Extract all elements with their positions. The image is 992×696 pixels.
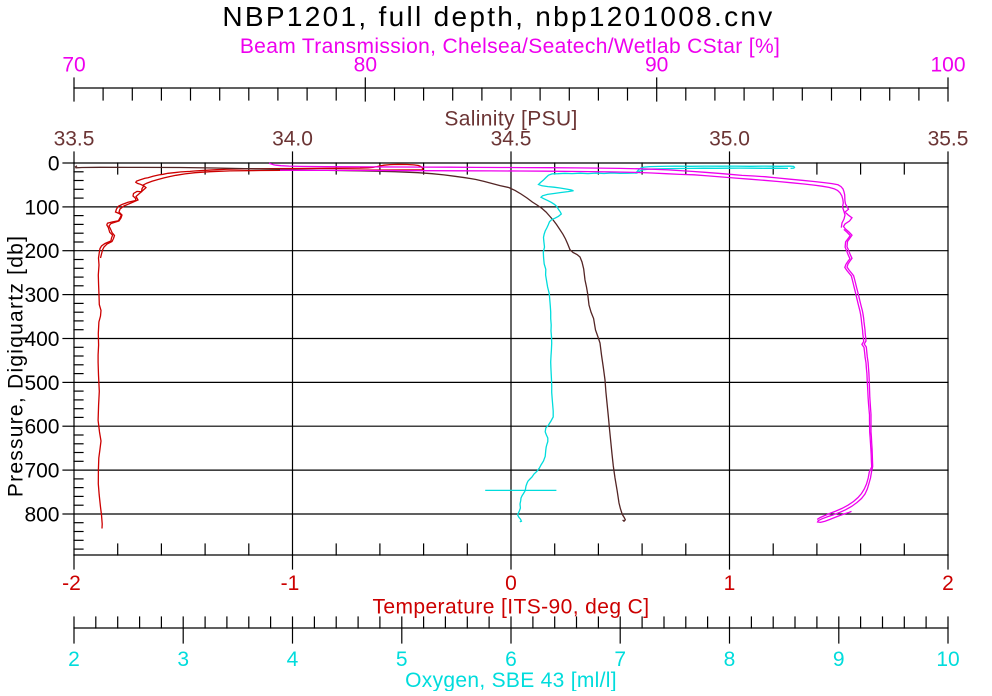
svg-text:5: 5	[396, 648, 408, 671]
svg-text:1: 1	[724, 572, 736, 595]
svg-text:35.0: 35.0	[709, 127, 750, 150]
svg-text:7: 7	[614, 648, 626, 671]
svg-text:2: 2	[68, 648, 80, 671]
svg-text:200: 200	[24, 240, 59, 263]
svg-text:34.0: 34.0	[272, 127, 313, 150]
svg-text:Temperature [ITS-90, deg C]: Temperature [ITS-90, deg C]	[373, 595, 650, 618]
svg-text:0: 0	[505, 572, 517, 595]
svg-text:35.5: 35.5	[928, 127, 969, 150]
svg-text:3: 3	[177, 648, 189, 671]
svg-text:9: 9	[833, 648, 845, 671]
svg-text:500: 500	[24, 372, 59, 395]
svg-text:34.5: 34.5	[491, 127, 532, 150]
svg-text:4: 4	[287, 648, 299, 671]
svg-text:Salinity [PSU]: Salinity [PSU]	[444, 108, 577, 131]
svg-text:70: 70	[62, 54, 85, 77]
svg-text:0: 0	[48, 153, 60, 176]
svg-text:90: 90	[645, 54, 668, 77]
svg-text:-1: -1	[281, 572, 300, 595]
svg-text:33.5: 33.5	[54, 127, 95, 150]
svg-text:800: 800	[24, 503, 59, 526]
svg-text:100: 100	[24, 196, 59, 219]
svg-text:Beam Transmission, Chelsea/Sea: Beam Transmission, Chelsea/Seatech/Wetla…	[240, 35, 780, 58]
svg-text:NBP1201, full depth, nbp120100: NBP1201, full depth, nbp1201008.cnv	[222, 1, 774, 32]
svg-text:Oxygen, SBE 43 [ml/l]: Oxygen, SBE 43 [ml/l]	[405, 669, 617, 691]
svg-text:100: 100	[930, 54, 965, 77]
svg-text:2: 2	[942, 572, 954, 595]
svg-text:Pressure, Digiquartz [db]: Pressure, Digiquartz [db]	[5, 235, 28, 497]
svg-text:6: 6	[505, 648, 517, 671]
svg-text:700: 700	[24, 460, 59, 483]
svg-text:300: 300	[24, 284, 59, 307]
svg-text:8: 8	[724, 648, 736, 671]
svg-text:10: 10	[936, 648, 959, 671]
svg-text:600: 600	[24, 416, 59, 439]
svg-text:400: 400	[24, 328, 59, 351]
svg-text:80: 80	[354, 54, 377, 77]
svg-text:-2: -2	[62, 572, 81, 595]
